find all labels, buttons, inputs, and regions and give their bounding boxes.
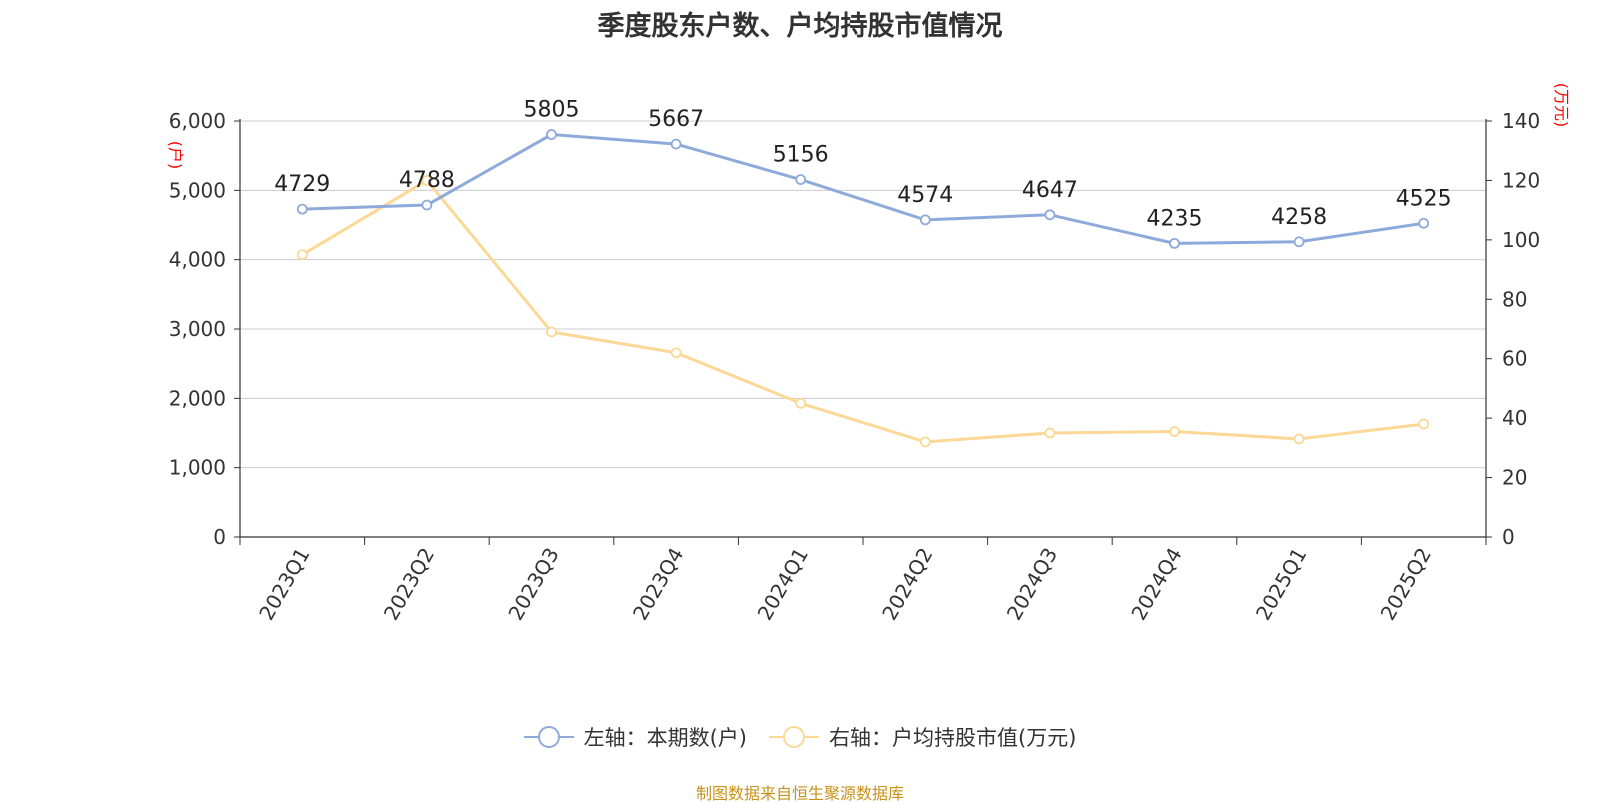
y-left-tick-label: 5,000 — [169, 178, 226, 202]
data-point-right[interactable] — [919, 436, 931, 448]
data-label: 5156 — [773, 143, 829, 168]
x-tick-label: 2024Q4 — [1126, 544, 1186, 625]
legend-swatch-left-icon — [523, 726, 574, 748]
y-left-tick-label: 6,000 — [169, 109, 226, 133]
data-point-right[interactable] — [1293, 433, 1305, 445]
data-point-right[interactable] — [670, 347, 682, 359]
legend-swatch-right-icon — [769, 726, 819, 748]
series-line-right — [301, 178, 1424, 444]
y-right-tick-label: 140 — [1502, 109, 1540, 133]
legend-label-right: 右轴：户均持股市值(万元) — [829, 726, 1077, 750]
x-tick-label: 2023Q3 — [503, 544, 563, 625]
legend: 左轴：本期数(户) 右轴：户均持股市值(万元) — [0, 722, 1600, 752]
data-point-right[interactable] — [546, 326, 557, 338]
data-point-left[interactable] — [296, 203, 308, 215]
data-point-right[interactable] — [421, 175, 433, 186]
x-tick-label: 2025Q1 — [1251, 544, 1311, 625]
x-tick-label: 2023Q2 — [379, 544, 439, 625]
y-left-tick-label: 1,000 — [169, 456, 226, 480]
y-right-tick-label: 60 — [1502, 347, 1527, 371]
legend-item-right[interactable]: 右轴：户均持股市值(万元) — [769, 722, 1076, 752]
data-label: 4729 — [274, 172, 330, 197]
x-tick-label: 2023Q1 — [254, 544, 314, 625]
y-left-tick-label: 2,000 — [169, 386, 226, 410]
x-tick-label: 2024Q2 — [877, 544, 937, 625]
grid-lines — [240, 120, 1486, 469]
data-label: 5805 — [524, 98, 580, 123]
y-right-tick-label: 40 — [1502, 406, 1527, 430]
x-tick-label: 2024Q3 — [1002, 544, 1062, 625]
x-tick-label: 2023Q4 — [628, 544, 688, 625]
source-note: 制图数据来自恒生聚源数据库 — [695, 784, 904, 803]
y-left-tick-label: 4,000 — [169, 248, 226, 272]
data-point-left[interactable] — [919, 214, 931, 226]
y-left-unit: (户) — [166, 141, 185, 170]
data-point-left[interactable] — [1293, 236, 1305, 248]
y-right-tick-label: 80 — [1502, 287, 1527, 311]
legend-label-left: 左轴：本期数(户) — [583, 726, 747, 750]
y-right-unit: (万元) — [1552, 83, 1571, 128]
data-label: 4788 — [399, 168, 455, 193]
series-line-left — [302, 133, 1424, 245]
y-right-tick-label: 100 — [1502, 228, 1540, 252]
y-right-tick-label: 120 — [1502, 168, 1540, 192]
data-point-left[interactable] — [421, 199, 433, 211]
y-right-tick-label: 20 — [1502, 466, 1527, 490]
data-point-left[interactable] — [1418, 217, 1430, 229]
data-point-left[interactable] — [1169, 237, 1180, 249]
data-point-right[interactable] — [296, 249, 308, 261]
axes: 0 1,000 2,000 3,000 4,000 5,000 6,000 0 20 40 60 80… — [166, 83, 1571, 624]
x-tick-label: 2025Q2 — [1376, 544, 1436, 625]
y-left-tick-label: 3,000 — [169, 317, 226, 341]
data-point-right[interactable] — [1169, 426, 1180, 437]
y-left-tick-label: 0 — [213, 525, 226, 549]
data-label: 4235 — [1147, 206, 1203, 231]
x-tick-label: 2024Q1 — [753, 544, 813, 625]
legend-item-left[interactable]: 左轴：本期数(户) — [523, 722, 747, 752]
data-label: 4258 — [1271, 205, 1327, 230]
series-lines — [296, 129, 1430, 448]
data-point-right[interactable] — [1418, 418, 1430, 430]
data-point-right[interactable] — [795, 397, 807, 409]
chart-title: 季度股东户数、户均持股市值情况 — [597, 11, 1003, 42]
data-point-left[interactable] — [670, 138, 682, 150]
y-right-tick-label: 0 — [1502, 525, 1515, 549]
data-label: 4647 — [1022, 178, 1078, 203]
data-point-right[interactable] — [1044, 427, 1056, 439]
data-point-left[interactable] — [795, 174, 807, 185]
data-point-left[interactable] — [1044, 209, 1056, 221]
data-labels: 4729 4788 5805 5667 5156 4574 4647 4235 4258 4525 — [274, 98, 1451, 232]
data-point-left[interactable] — [546, 129, 557, 140]
data-label: 4574 — [897, 183, 953, 208]
data-label: 4525 — [1396, 186, 1452, 211]
data-label: 5667 — [648, 107, 704, 132]
